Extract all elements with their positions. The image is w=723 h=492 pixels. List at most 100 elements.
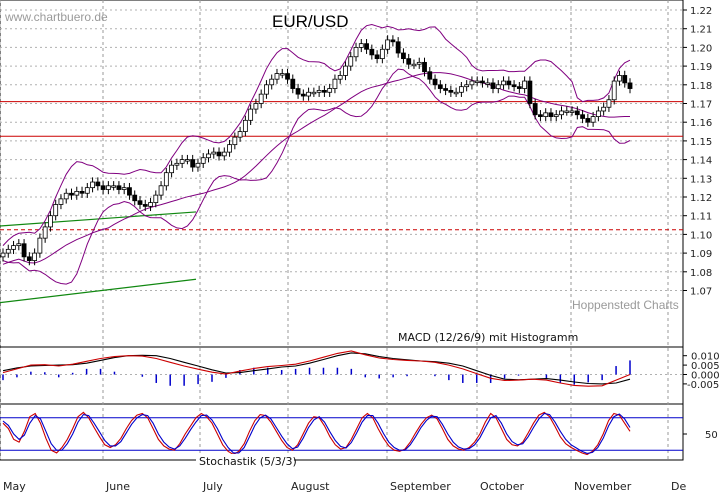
candle-body-86 [453, 91, 459, 95]
candle-body-10 [53, 204, 59, 217]
month-label-0: May [3, 480, 26, 492]
macd-series-1 [2, 350, 631, 387]
candle-body-104 [548, 112, 554, 117]
candle-body-76 [401, 52, 406, 60]
stochastic-series-1 [2, 412, 631, 454]
candle-body-59 [311, 91, 317, 95]
stochastic-series-0 [2, 411, 631, 456]
chart-title: EUR/USD [272, 12, 349, 31]
price-tick-label-15: 1.07 [690, 287, 712, 298]
candle-body-110 [580, 114, 585, 119]
candle-body-111 [585, 118, 591, 123]
candle-body-34 [179, 159, 185, 164]
price-tick-label-5: 1.17 [690, 100, 712, 111]
candle-body-2 [11, 245, 16, 250]
candle-body-112 [590, 116, 596, 123]
stochastic-panel [0, 411, 683, 456]
candle-body-22 [116, 185, 122, 190]
candle-body-29 [153, 194, 159, 204]
candle-body-65 [343, 65, 348, 76]
candle-body-83 [437, 84, 443, 89]
candle-body-95 [501, 80, 506, 86]
candle-body-96 [506, 80, 512, 86]
candle-body-79 [416, 61, 422, 65]
candle-body-90 [474, 80, 480, 83]
candle-body-25 [132, 194, 138, 202]
candle-body-9 [48, 215, 53, 228]
candle-body-102 [538, 114, 543, 117]
candle-body-63 [332, 78, 338, 89]
candle-body-116 [611, 80, 617, 101]
price-tick-label-11: 1.11 [690, 212, 712, 223]
candle-body-67 [353, 47, 359, 58]
candle-body-73 [385, 39, 391, 50]
candle-body-28 [148, 202, 153, 207]
candle-body-85 [448, 90, 454, 93]
macd-tick-label-2: 0.000 [691, 371, 720, 382]
candle-body-46 [242, 119, 248, 132]
moving-average [2, 72, 630, 265]
macd-tick-label-3: -0.005 [687, 380, 719, 391]
candle-body-42 [221, 151, 227, 157]
candle-body-87 [458, 86, 464, 93]
candle-body-107 [564, 110, 570, 113]
candle-body-72 [379, 48, 385, 60]
month-label-2: July [202, 480, 223, 492]
candle-body-14 [74, 190, 80, 196]
price-tick-label-3: 1.19 [690, 62, 712, 73]
candle-body-84 [443, 88, 448, 91]
candle-body-70 [369, 48, 375, 56]
candle-body-94 [495, 84, 501, 89]
candle-body-60 [316, 90, 322, 93]
candle-body-18 [95, 181, 101, 187]
candle-body-55 [290, 78, 296, 89]
credit-label: Hoppenstedt Charts [572, 298, 679, 312]
macd-tick-label-0: 0.010 [691, 352, 720, 363]
candle-body-91 [480, 80, 485, 84]
trend-lines [0, 211, 197, 304]
price-tick-label-12: 1.10 [690, 230, 712, 241]
month-labels: May June July August September October Novembe… [3, 480, 686, 492]
trend-line-0 [0, 211, 197, 227]
price-tick-label-7: 1.15 [690, 137, 712, 148]
candle-body-56 [295, 88, 301, 95]
candle-body-43 [227, 144, 232, 153]
candle-body-74 [390, 39, 396, 43]
candle-body-45 [237, 131, 243, 138]
candle-body-27 [142, 204, 148, 207]
candle-body-13 [69, 192, 74, 196]
candle-body-114 [601, 106, 607, 112]
candle-body-100 [527, 80, 533, 104]
candle-body-38 [200, 157, 206, 164]
candle-body-6 [32, 252, 38, 261]
candle-body-26 [137, 200, 143, 205]
price-tick-label-13: 1.09 [690, 249, 712, 260]
candle-body-101 [532, 103, 538, 116]
month-label-5: October [480, 480, 524, 492]
candle-body-16 [84, 187, 90, 194]
candle-body-52 [274, 73, 280, 80]
candle-body-68 [358, 43, 364, 48]
month-label-6: November [574, 480, 632, 492]
month-label-3: August [291, 480, 330, 492]
price-tick-label-0: 1.22 [690, 6, 712, 17]
candle-body-15 [79, 190, 85, 194]
candle-body-32 [169, 164, 175, 174]
trend-line-1 [0, 278, 197, 304]
candle-body-119 [627, 82, 633, 89]
candle-body-30 [158, 185, 164, 196]
candle-body-47 [248, 108, 254, 121]
candle-body-1 [5, 248, 11, 254]
y-axis-ticks: 1.22 1.21 1.20 1.19 1.18 1.17 1.16 1.15 1.14 1.13… [683, 6, 720, 441]
month-label-7: De [671, 480, 686, 492]
month-label-4: September [390, 480, 451, 492]
stochastic-tick-label-0: 50 [705, 430, 718, 441]
price-tick-label-6: 1.16 [690, 118, 712, 129]
price-tick-label-10: 1.12 [690, 193, 712, 204]
candle-body-106 [559, 110, 564, 116]
candle-body-113 [595, 110, 601, 117]
candle-body-75 [395, 41, 401, 54]
candle-body-12 [63, 192, 69, 200]
candle-body-109 [574, 110, 580, 116]
